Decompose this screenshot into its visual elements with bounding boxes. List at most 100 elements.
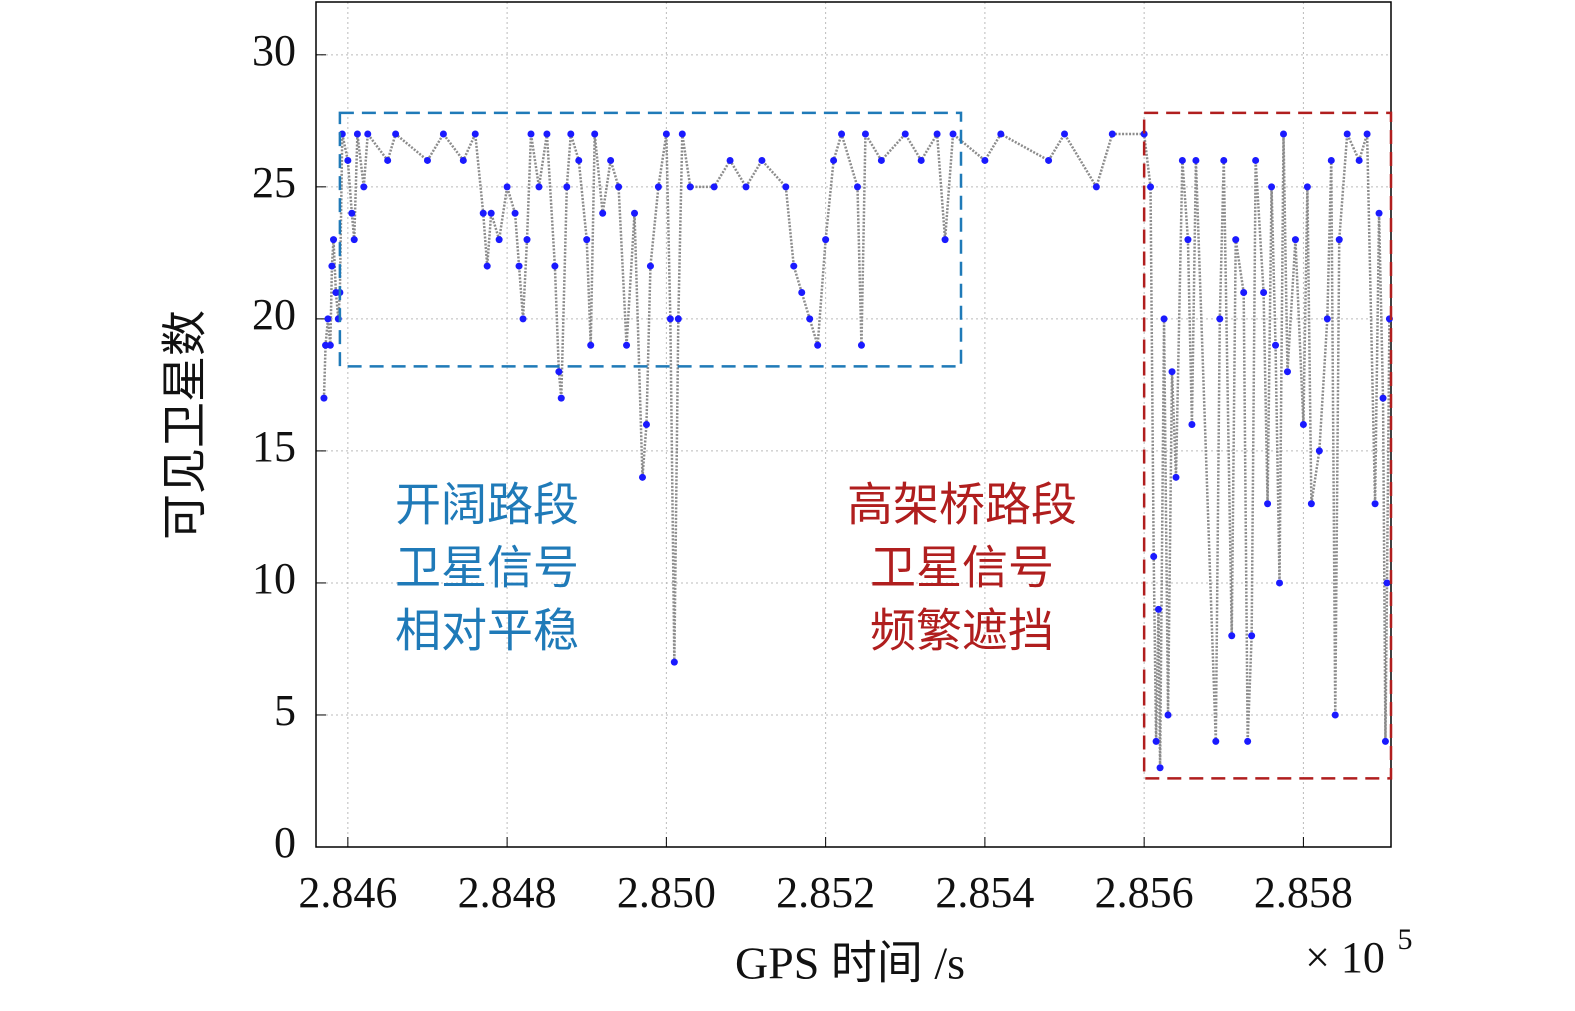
data-point	[814, 341, 822, 349]
data-point	[439, 130, 447, 138]
data-point	[583, 236, 591, 244]
data-point	[1355, 156, 1363, 164]
data-point	[1216, 315, 1224, 323]
data-point	[1220, 156, 1228, 164]
data-point	[392, 130, 400, 138]
data-point	[806, 315, 814, 323]
data-point	[1283, 368, 1291, 376]
data-point	[1343, 130, 1351, 138]
y-tick-label: 30	[252, 26, 296, 75]
annotation-text: 高架桥路段	[847, 480, 1077, 531]
x-multiplier-exponent: 5	[1398, 923, 1413, 956]
data-point	[949, 130, 957, 138]
data-point	[674, 315, 682, 323]
data-point	[782, 183, 790, 191]
data-point	[1375, 209, 1383, 217]
data-point	[670, 658, 678, 666]
y-axis-label: 可见卫星数	[160, 310, 211, 540]
data-point	[1192, 156, 1200, 164]
data-point	[1184, 236, 1192, 244]
data-point	[1383, 579, 1391, 587]
data-point	[686, 183, 694, 191]
data-point	[742, 183, 750, 191]
x-tick-label: 2.858	[1254, 868, 1353, 917]
data-point	[555, 368, 563, 376]
data-point	[519, 315, 527, 323]
data-point	[557, 394, 565, 402]
data-point	[861, 130, 869, 138]
data-point	[350, 236, 358, 244]
data-point	[933, 130, 941, 138]
data-point	[726, 156, 734, 164]
data-point	[642, 421, 650, 428]
data-point	[527, 130, 535, 138]
data-point	[623, 341, 631, 349]
data-point	[758, 156, 766, 164]
data-point	[1248, 632, 1256, 640]
data-point	[1212, 737, 1220, 745]
data-point	[790, 262, 798, 270]
data-point	[1160, 315, 1168, 323]
data-point	[1092, 183, 1100, 191]
data-point	[917, 156, 925, 164]
data-point	[1264, 500, 1272, 508]
data-point	[678, 130, 686, 138]
y-tick-label: 15	[252, 422, 296, 471]
data-point	[479, 209, 487, 217]
annotation-text: 频繁遮挡	[870, 606, 1054, 657]
y-tick-label: 10	[252, 554, 296, 603]
data-point	[364, 130, 372, 138]
data-point	[941, 236, 949, 244]
data-point	[1272, 341, 1280, 349]
data-point	[599, 209, 607, 217]
data-point	[615, 183, 623, 191]
data-point	[1323, 315, 1331, 323]
data-point	[330, 236, 338, 244]
annotation-text: 卫星信号	[395, 543, 579, 594]
data-point	[344, 156, 352, 164]
data-point	[503, 183, 511, 191]
data-point	[1280, 130, 1287, 138]
annotation-box	[1142, 111, 1393, 780]
x-multiplier: × 10	[1305, 933, 1385, 982]
data-point	[830, 156, 838, 164]
data-point	[543, 130, 551, 138]
annotation-text: 开阔路段	[395, 480, 579, 531]
data-point	[567, 130, 575, 138]
annotation-text: 相对平稳	[395, 606, 579, 657]
y-tick-label: 25	[252, 158, 296, 207]
data-point	[459, 156, 467, 164]
data-point	[360, 183, 368, 191]
data-point	[1327, 156, 1335, 164]
data-point	[1045, 156, 1053, 164]
data-point	[353, 130, 361, 138]
data-point	[495, 236, 503, 244]
data-point	[1140, 130, 1148, 138]
y-tick-label: 20	[252, 290, 296, 339]
data-point	[877, 156, 885, 164]
x-axis-label: GPS 时间 /s	[735, 938, 965, 989]
data-point	[1228, 632, 1236, 640]
x-tick-label: 2.850	[617, 868, 716, 917]
x-tick-label: 2.846	[298, 868, 397, 917]
data-point	[1331, 711, 1339, 719]
data-point	[575, 156, 583, 164]
data-point	[1252, 156, 1260, 164]
data-point	[483, 262, 491, 270]
data-point	[591, 130, 599, 138]
data-point	[607, 156, 615, 164]
x-tick-label: 2.854	[935, 868, 1034, 917]
data-point	[384, 156, 392, 164]
data-point	[631, 209, 639, 217]
data-point	[1164, 711, 1172, 719]
data-point	[1150, 553, 1158, 561]
data-point	[1240, 288, 1248, 296]
data-point	[1188, 421, 1196, 428]
data-point	[320, 394, 328, 402]
data-point	[1178, 156, 1186, 164]
data-point	[328, 262, 336, 270]
data-point	[1154, 605, 1162, 613]
plot-frame	[315, 1, 1392, 848]
data-point	[1299, 421, 1307, 428]
